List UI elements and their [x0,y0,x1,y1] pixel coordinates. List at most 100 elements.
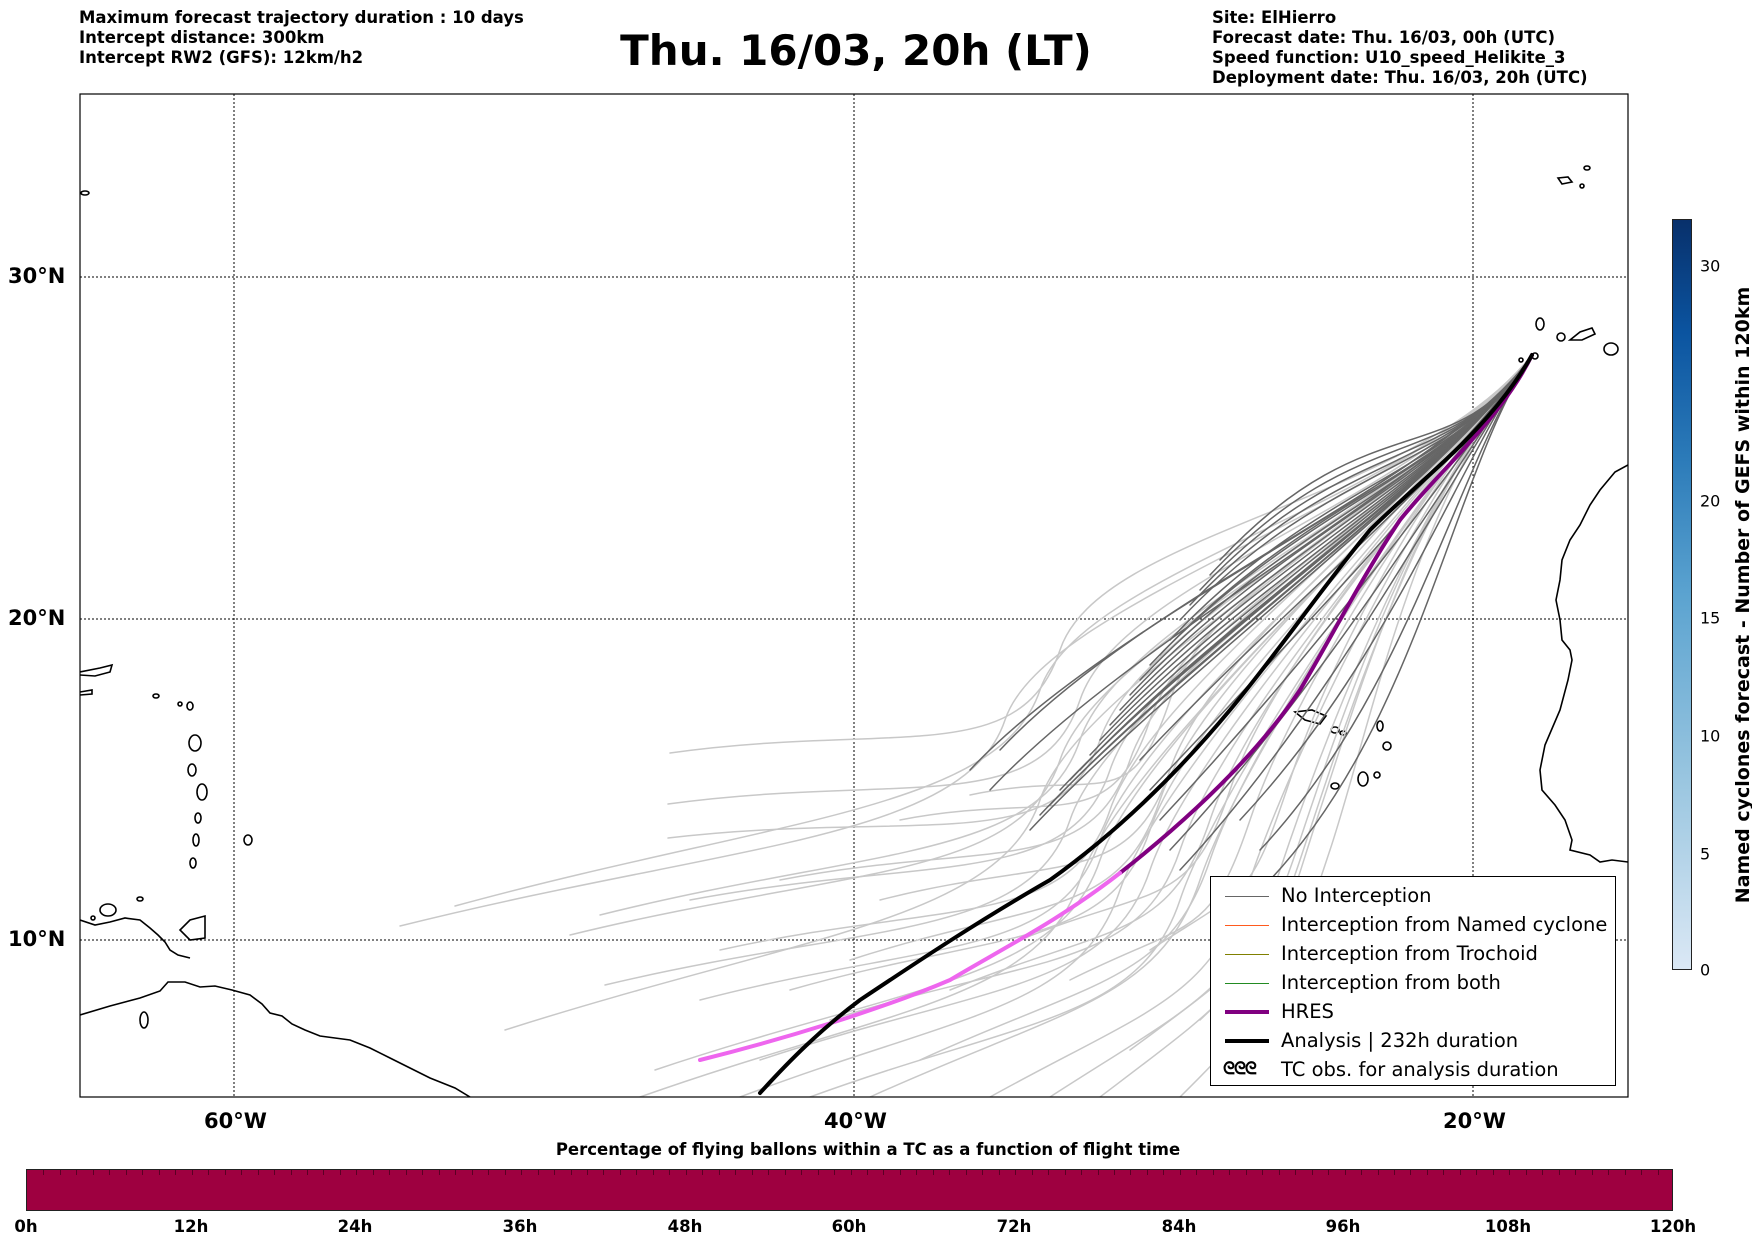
ensemble-track-faded [1069,354,1533,981]
colorbar-tick: 108h [1484,1217,1532,1236]
africa-coast [1539,464,1628,863]
colorbar-tick: 60h [831,1217,867,1236]
colorbar-minor-tick [356,1170,358,1175]
colorbar-minor-tick [899,1170,901,1175]
colorbar-tick: 72h [996,1217,1032,1236]
colorbar-minor-tick [768,1170,770,1175]
colorbar-minor-tick [241,1170,243,1175]
colorbar-minor-tick [1245,1170,1247,1175]
legend-swatch [1225,896,1269,897]
intercept-distance-text: Intercept distance: 300km [79,28,325,47]
colorbar-minor-tick [1542,1170,1544,1175]
legend-swatch [1225,1039,1269,1043]
colorbar-tick: 20 [1700,491,1721,511]
colorbar-minor-tick [619,1170,621,1175]
colorbar-minor-tick [1657,1170,1659,1175]
ensemble-track-faded [669,354,1533,754]
colorbar-minor-tick [1179,1170,1181,1175]
colorbar-tick: 120h [1649,1217,1697,1236]
legend-swatch [1225,1010,1269,1014]
legend-item-both: Interception from both [1219,969,1611,998]
colorbar-minor-tick [1443,1170,1445,1175]
ensemble-track-faded [454,354,1533,907]
ensemble-track-faded [1019,354,1533,941]
colorbar-minor-tick [1015,1170,1017,1175]
colorbar-minor-tick [669,1170,671,1175]
colorbar-minor-tick [1278,1170,1280,1175]
analysis-track [758,353,1534,1095]
legend-label: Interception from Named cyclone [1281,913,1608,936]
colorbar-minor-tick [504,1170,506,1175]
ensemble-track-faded [667,354,1533,805]
lat-label-20n: 20°N [8,606,66,630]
colorbar-minor-tick [438,1170,440,1175]
lon-label-40w: 40°W [824,1109,887,1133]
colorbar-minor-tick [92,1170,94,1175]
legend-item-named-cyclone: Interception from Named cyclone [1219,911,1611,940]
legend-label: Analysis | 232h duration [1281,1029,1519,1052]
colorbar-tick: 96h [1325,1217,1361,1236]
colorbar-minor-tick [850,1170,852,1175]
colorbar-minor-tick [1229,1170,1231,1175]
colorbar-minor-tick [257,1170,259,1175]
colorbar-minor-tick [1492,1170,1494,1175]
colorbar-minor-tick [1591,1170,1593,1175]
ensemble-track-faded [779,354,1533,881]
ensemble-track-faded [599,354,1533,916]
colorbar-minor-tick [1097,1170,1099,1175]
colorbar-minor-tick [718,1170,720,1175]
tc-percentage-colorbar [26,1169,1673,1211]
colorbar-minor-tick [389,1170,391,1175]
colorbar-minor-tick [274,1170,276,1175]
lon-label-60w: 60°W [204,1109,267,1133]
colorbar-minor-tick [735,1170,737,1175]
colorbar-minor-tick [1344,1170,1346,1175]
colorbar-tick: 5 [1700,844,1711,864]
forecast-date-text: Forecast date: Thu. 16/03, 00h (UTC) [1212,28,1556,47]
colorbar-minor-tick [339,1170,341,1175]
colorbar-minor-tick [932,1170,934,1175]
legend-label: Interception from Trochoid [1281,942,1538,965]
colorbar-minor-tick [191,1170,193,1175]
legend-label: Interception from both [1281,971,1501,994]
lat-label-30n: 30°N [8,264,66,288]
puerto-rico-coast [80,689,93,696]
header-left-info: Maximum forecast trajectory duration : 1… [79,8,524,68]
colorbar-minor-tick [175,1170,177,1175]
colorbar-minor-tick [1509,1170,1511,1175]
max-duration-text: Maximum forecast trajectory duration : 1… [79,8,524,27]
ensemble-track-faded [919,354,1533,1061]
colorbar-minor-tick [1608,1170,1610,1175]
colorbar-minor-tick [1558,1170,1560,1175]
site-text: Site: ElHierro [1212,8,1337,27]
deployment-date-text: Deployment date: Thu. 16/03, 20h (UTC) [1212,68,1588,87]
page-title: Thu. 16/03, 20h (LT) [620,26,1092,75]
colorbar-minor-tick [488,1170,490,1175]
lon-label-20w: 20°W [1443,1109,1506,1133]
colorbar-minor-tick [1641,1170,1643,1175]
colorbar-minor-tick [471,1170,473,1175]
colorbar-minor-tick [1394,1170,1395,1175]
colorbar-minor-tick [949,1170,951,1175]
colorbar-tick: 0 [1700,960,1711,980]
tc-symbol-icon: ᘓᘓᘓ [1223,1059,1257,1079]
colorbar-minor-tick [998,1170,1000,1175]
colorbar-minor-tick [834,1170,836,1175]
colorbar-minor-tick [1064,1170,1066,1175]
colorbar-minor-tick [372,1170,374,1175]
ensemble-track-faded [759,354,1533,1061]
cape-verde-islands [1293,709,1328,725]
header-right-info: Site: ElHierro Forecast date: Thu. 16/03… [1212,8,1588,88]
legend-item-tc-obs: ᘓᘓᘓ TC obs. for analysis duration [1219,1056,1611,1085]
colorbar-minor-tick [1196,1170,1198,1175]
colorbar-minor-tick [537,1170,539,1175]
colorbar-minor-tick [1163,1170,1165,1175]
legend-item-analysis: Analysis | 232h duration [1219,1027,1611,1056]
trinidad-coast [178,914,206,941]
colorbar-minor-tick [125,1170,127,1175]
colorbar-minor-tick [982,1170,984,1175]
legend: No Interception Interception from Named … [1210,876,1616,1086]
colorbar-minor-tick [603,1170,605,1175]
colorbar-minor-tick [323,1170,325,1175]
venezuela-coast-west [80,917,191,959]
